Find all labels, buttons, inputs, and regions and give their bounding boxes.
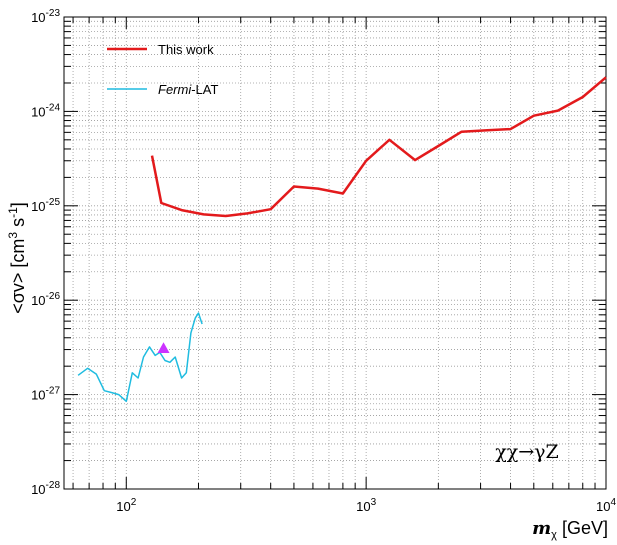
legend: This work Fermi-LAT: [107, 42, 218, 97]
legend-label-fermi-rest: -LAT: [191, 82, 218, 97]
series-line-fermi-lat: [77, 312, 203, 403]
y-axis-title-sup1: 3: [6, 232, 20, 239]
y-tick-label-base: 10: [31, 482, 45, 497]
series-line-this-work: [150, 76, 607, 218]
x-tick-label-exp: 3: [371, 497, 377, 508]
y-axis-title-main: <σv> [cm: [8, 239, 28, 314]
data-markers: [157, 342, 170, 354]
x-tick-label-base: 10: [116, 499, 130, 514]
y-tick-label: 10-25: [31, 197, 60, 214]
legend-label-this-work: This work: [158, 42, 214, 57]
y-tick-label: 10-24: [31, 102, 60, 119]
x-axis-title-subscript: χ: [551, 529, 557, 541]
x-tick-label: 103: [356, 497, 376, 514]
process-annotation: χχ→γZ: [495, 441, 559, 463]
x-tick-label-exp: 4: [610, 497, 616, 508]
y-axis-title: <σv> [cm3 s-1]: [6, 202, 28, 314]
y-tick-label-base: 10: [31, 293, 45, 308]
y-tick-label-exp: -27: [46, 386, 61, 397]
y-tick-label-base: 10: [31, 388, 45, 403]
triangle-marker: [157, 342, 170, 354]
y-axis-title-mid: s: [8, 218, 28, 232]
x-tick-label: 104: [596, 497, 616, 514]
y-tick-label-base: 10: [31, 199, 45, 214]
y-tick-label: 10-23: [31, 8, 60, 25]
y-tick-label: 10-27: [31, 386, 60, 403]
y-tick-label-exp: -24: [46, 102, 61, 113]
x-tick-label-base: 10: [596, 499, 610, 514]
y-tick-label-base: 10: [31, 10, 45, 25]
axis-ticks: [64, 17, 607, 490]
data-series: [77, 76, 607, 403]
x-tick-label-exp: 2: [131, 497, 137, 508]
x-axis-title-symbol: m: [532, 518, 551, 539]
y-tick-label: 10-26: [31, 291, 60, 308]
x-axis-title: mχ [GeV]: [532, 518, 608, 541]
y-tick-label: 10-28: [31, 480, 60, 497]
y-tick-label-exp: -25: [46, 197, 61, 208]
y-axis-title-end: ]: [8, 202, 28, 207]
x-tick-label: 102: [116, 497, 136, 514]
x-tick-label-base: 10: [356, 499, 370, 514]
plot-frame: [63, 16, 607, 490]
legend-label-fermi-italic: Fermi: [158, 82, 192, 97]
y-axis-title-sup2: -1: [6, 207, 20, 218]
legend-label-fermi-lat: Fermi-LAT: [158, 82, 218, 97]
y-tick-label-base: 10: [31, 104, 45, 119]
legend-label-this-work-text: This work: [158, 42, 214, 57]
x-axis-title-unit: [GeV]: [562, 518, 608, 538]
y-tick-label-exp: -26: [46, 291, 61, 302]
y-tick-label-exp: -23: [46, 8, 61, 19]
y-tick-label-exp: -28: [46, 480, 61, 491]
